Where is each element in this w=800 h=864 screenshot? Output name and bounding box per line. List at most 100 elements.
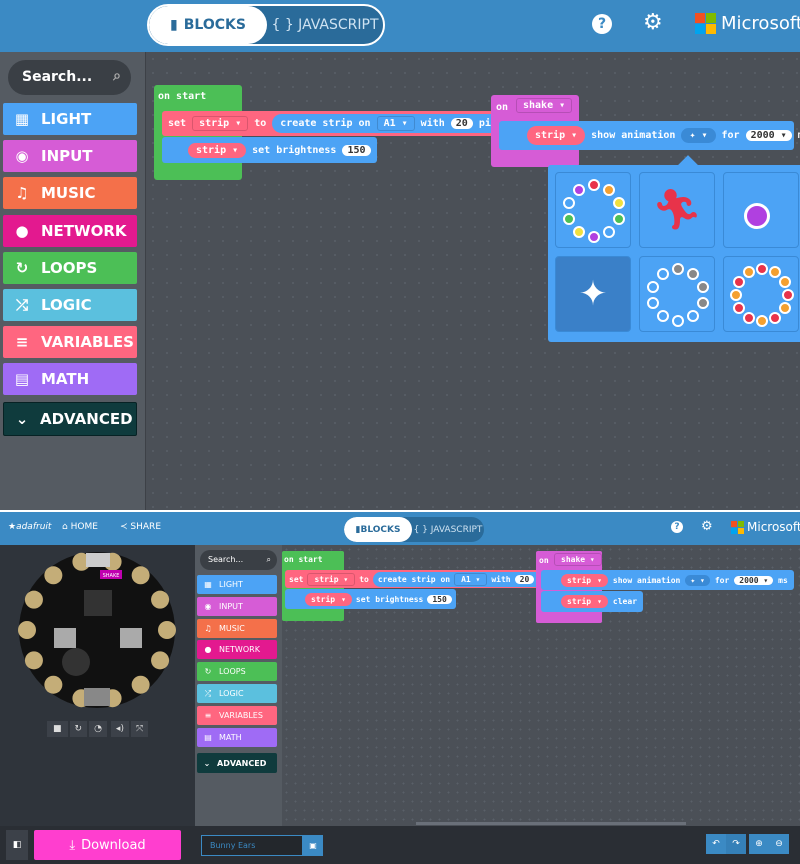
help-icon[interactable]: ? — [592, 14, 612, 34]
pixel-dot — [733, 302, 746, 314]
editor-toggle: ▮ BLOCKS { } JAVASCRIPT — [147, 4, 385, 46]
list-icon: ≡ — [15, 333, 29, 352]
board-pad — [24, 590, 43, 609]
pixel-count-input[interactable]: 20 — [450, 118, 473, 129]
tab-blocks[interactable]: ▮ BLOCKS — [149, 6, 267, 44]
category-variables[interactable]: ≡ VARIABLES — [3, 326, 137, 359]
search-input[interactable]: Search... ⌕ — [8, 60, 131, 95]
pixel-dot — [656, 267, 669, 280]
board-pad — [18, 621, 36, 639]
tab-blocks[interactable]: ▮ BLOCKS — [344, 517, 412, 542]
pin-dropdown[interactable]: A1 ▾ — [376, 116, 415, 131]
loop-icon: ↻ — [204, 667, 212, 677]
help-icon[interactable]: ? — [671, 521, 683, 533]
fullscreen-icon[interactable]: ⤧ — [130, 721, 149, 737]
category-music[interactable]: ♫ MUSIC — [197, 618, 277, 638]
share-button[interactable]: ≺ SHARE — [120, 522, 161, 532]
category-network[interactable]: ● NETWORK — [197, 640, 277, 660]
pixel-dot — [572, 183, 585, 196]
board-pad — [151, 590, 170, 609]
animation-comet[interactable] — [723, 172, 799, 248]
pixel-dot — [647, 297, 660, 310]
strip-variable[interactable]: strip ▾ — [527, 126, 586, 145]
set-brightness-block[interactable]: strip ▾ set brightness 150 — [285, 589, 456, 609]
board-pad — [24, 651, 43, 670]
tab-javascript[interactable]: { } JAVASCRIPT — [413, 524, 483, 535]
category-advanced[interactable]: ⌄ ADVANCED — [3, 402, 137, 436]
category-advanced[interactable]: ⌄ ADVANCED — [197, 753, 277, 773]
microsoft-logo[interactable]: Microsoft — [695, 13, 800, 34]
create-strip-block[interactable]: create strip on A1 ▾ with 20 pixels — [272, 114, 523, 133]
category-logic[interactable]: ⤮ LOGIC — [197, 684, 277, 703]
chevron-down-icon: ⌄ — [15, 410, 29, 428]
undo-button[interactable]: ↶ — [706, 834, 726, 854]
board-pad — [44, 675, 63, 694]
download-button[interactable]: ⤓ Download — [34, 830, 181, 860]
set-strip-block[interactable]: set strip ▾ to create strip on A1 ▾ with… — [162, 111, 529, 136]
bottom-header: ★adafruit ⌂ HOME ≺ SHARE ▮ BLOCKS { } JA… — [0, 512, 800, 545]
category-network[interactable]: ● NETWORK — [3, 214, 137, 247]
show-animation-block[interactable]: strip ▾ show animation ✦ ▾ for 2000 ▾ ms — [499, 121, 800, 150]
redo-button[interactable]: ↷ — [726, 834, 746, 854]
category-light[interactable]: ▦ LIGHT — [3, 103, 137, 135]
strip-clear-block[interactable]: strip ▾ clear — [541, 591, 644, 612]
horizontal-scrollbar[interactable] — [416, 822, 686, 825]
strip-variable[interactable]: strip ▾ — [188, 142, 247, 158]
sparkle-icon: ✦ — [578, 274, 608, 314]
brightness-input[interactable]: 150 — [342, 144, 371, 156]
category-math[interactable]: ▤ MATH — [197, 727, 277, 747]
pixel-dot — [756, 263, 768, 275]
category-loops[interactable]: ↻ LOOPS — [197, 662, 277, 682]
zoom-out-button[interactable]: ⊖ — [769, 834, 789, 854]
category-input[interactable]: ◉ INPUT — [197, 596, 277, 616]
pixel-dot — [672, 263, 684, 275]
pixel-dot — [563, 213, 576, 226]
search-input[interactable]: Search... ⌕ — [200, 550, 277, 570]
animation-theater-chase[interactable] — [639, 256, 715, 332]
microsoft-logo[interactable]: Microsoft — [731, 520, 800, 534]
pixel-dot — [743, 311, 755, 324]
show-animation-block[interactable]: strip ▾ show animation ✦ ▾ for 2000 ▾ ms — [541, 570, 794, 590]
category-loops[interactable]: ↻ LOOPS — [3, 251, 137, 284]
restart-icon[interactable]: ↻ — [69, 721, 88, 737]
tab-javascript[interactable]: { } JAVASCRIPT — [271, 17, 379, 33]
animation-rainbow[interactable] — [555, 172, 631, 248]
home-button[interactable]: ⌂ HOME — [62, 522, 98, 532]
slow-motion-icon[interactable]: ◔ — [89, 721, 107, 737]
category-music[interactable]: ♫ MUSIC — [3, 177, 137, 210]
animation-dropdown[interactable]: ✦ ▾ — [681, 128, 716, 143]
category-input[interactable]: ◉ INPUT — [3, 140, 137, 173]
adafruit-logo[interactable]: ★adafruit — [8, 522, 52, 532]
project-name-input[interactable]: Bunny Ears — [201, 835, 303, 856]
duration-dropdown[interactable]: 2000 ▾ — [745, 130, 792, 141]
search-icon: ⌕ — [113, 68, 121, 84]
category-logic[interactable]: ⤮ LOGIC — [3, 289, 137, 321]
zoom-in-button[interactable]: ⊕ — [749, 834, 769, 854]
stop-icon[interactable]: ■ — [47, 721, 68, 737]
save-button[interactable]: ▣ — [303, 835, 323, 856]
mute-icon[interactable]: ◂) — [110, 721, 129, 737]
circuit-playground-board[interactable]: SHAKE — [14, 550, 181, 710]
gear-icon[interactable]: ⚙ — [701, 519, 713, 534]
category-math[interactable]: ▤ MATH — [3, 363, 137, 396]
gear-icon[interactable]: ⚙ — [643, 10, 663, 35]
pixel-dot — [778, 302, 791, 314]
board-pad — [44, 566, 63, 585]
pixel-dot — [743, 266, 755, 279]
pixel-dot — [696, 280, 709, 293]
animation-color-wipe[interactable] — [723, 256, 799, 332]
event-dropdown[interactable]: shake ▾ — [516, 98, 573, 113]
collapse-simulator-button[interactable]: ◧ — [6, 830, 28, 860]
shuffle-icon: ⤮ — [204, 688, 212, 698]
set-brightness-block[interactable]: strip ▾ set brightness 150 — [162, 137, 377, 163]
variable-dropdown[interactable]: strip ▾ — [192, 116, 249, 131]
animation-running[interactable]: 🏃︎ — [639, 172, 715, 248]
animation-sparkle[interactable]: ✦ — [555, 256, 631, 332]
pixel-dot — [756, 315, 768, 327]
board-pad — [131, 566, 150, 585]
grid-icon: ▦ — [14, 110, 30, 128]
category-variables[interactable]: ≡ VARIABLES — [197, 705, 277, 725]
category-light[interactable]: ▦ LIGHT — [197, 575, 277, 594]
headphones-icon: ♫ — [204, 623, 212, 633]
